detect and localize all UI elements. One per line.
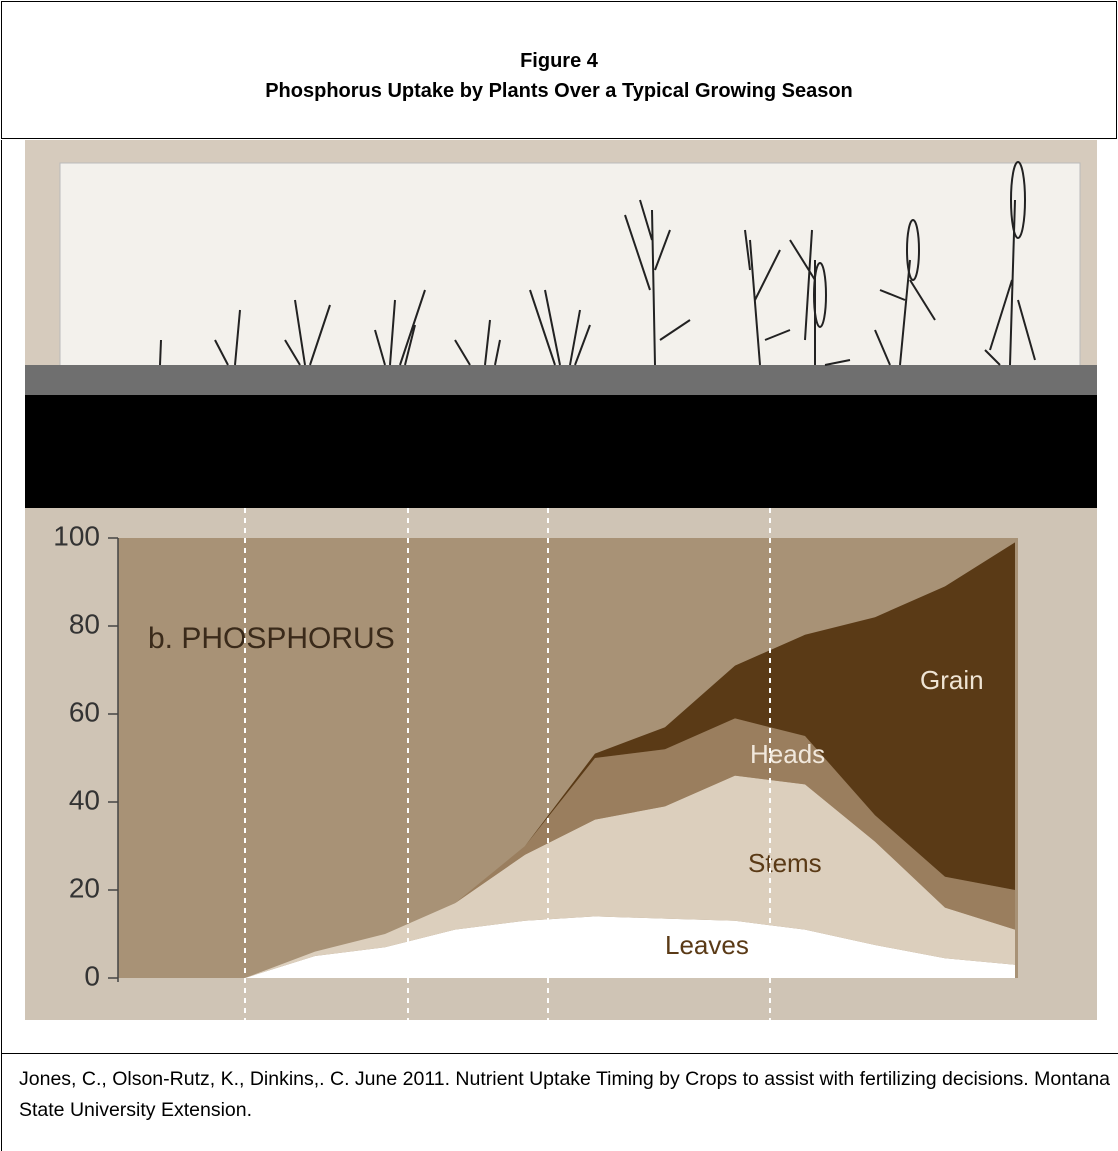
series-label: Heads bbox=[750, 739, 825, 769]
y-tick-label: 100 bbox=[53, 520, 100, 551]
figure: 0 20 40 60 80 100 b. PHOSPHORUS Leaves Stems Head… bbox=[0, 140, 1118, 1020]
illustration-box bbox=[60, 163, 1080, 368]
citation: Jones, C., Olson-Rutz, K., Dinkins,. C. … bbox=[1, 1053, 1118, 1126]
figure-label: Figure 4 bbox=[2, 46, 1116, 76]
y-tick-label: 20 bbox=[69, 872, 100, 903]
figure-header: Figure 4 Phosphorus Uptake by Plants Ove… bbox=[1, 1, 1117, 139]
y-tick-label: 0 bbox=[84, 960, 100, 991]
y-tick-label: 40 bbox=[69, 784, 100, 815]
document: Figure 4 Phosphorus Uptake by Plants Ove… bbox=[0, 0, 1118, 1151]
black-band bbox=[25, 395, 1097, 508]
figure-title: Phosphorus Uptake by Plants Over a Typic… bbox=[2, 76, 1116, 106]
series-label: Leaves bbox=[665, 930, 749, 960]
soil bbox=[25, 365, 1097, 395]
chart-title: b. PHOSPHORUS bbox=[148, 622, 395, 655]
series-label: Grain bbox=[920, 665, 984, 695]
y-tick-label: 60 bbox=[69, 696, 100, 727]
series-label: Stems bbox=[748, 848, 822, 878]
y-tick-label: 80 bbox=[69, 608, 100, 639]
